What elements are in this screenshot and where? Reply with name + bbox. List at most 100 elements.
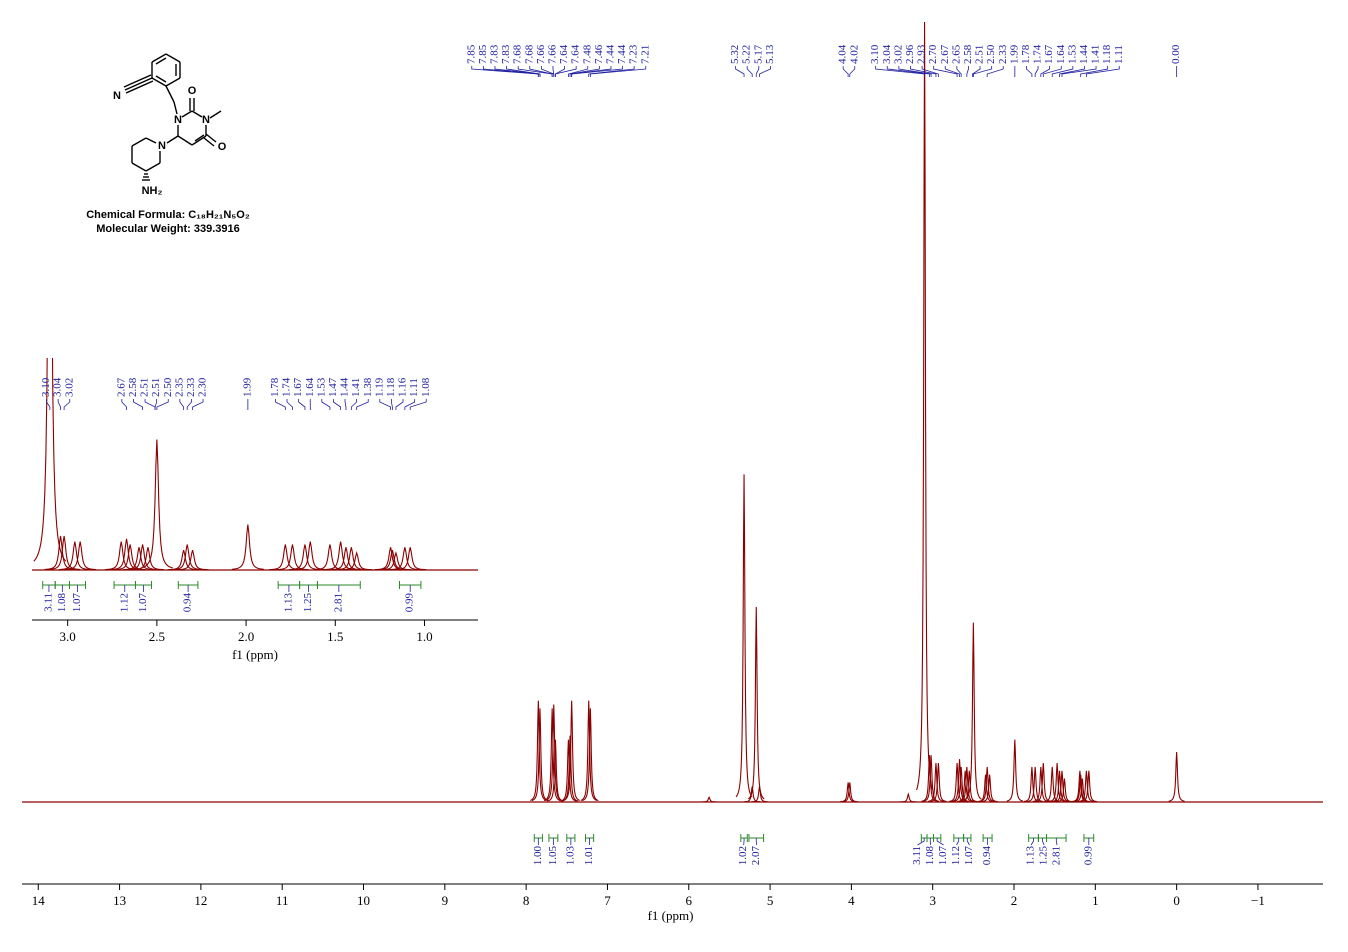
peak-leader — [1040, 66, 1051, 77]
peak-leader — [506, 66, 541, 77]
peak-label: 1.18 — [385, 377, 397, 397]
peak-label: 1.18 — [1101, 44, 1113, 64]
peak-leader — [154, 399, 158, 410]
integral-leader — [917, 838, 925, 846]
peak-leader — [842, 66, 849, 77]
signal-peak — [979, 766, 996, 803]
peak-leader — [552, 66, 555, 77]
atom-label: N — [113, 90, 121, 102]
peak-label: 1.99 — [241, 377, 253, 397]
x-tick-label: 1 — [1092, 893, 1099, 908]
signal-peak — [340, 551, 373, 571]
peak-label: 1.16 — [397, 377, 409, 397]
integral-label: 0.94 — [981, 846, 993, 866]
peak-label: 7.44 — [604, 44, 616, 64]
signals — [33, 358, 427, 571]
inset-spectrum: 3.0 2.5 2.0 1.5 1.0f1 (ppm)3.10 3.04 3.02 2.67 2… — [32, 358, 478, 662]
peak-leader — [746, 66, 753, 77]
peak-leader — [759, 66, 771, 77]
atom-label: N — [202, 114, 210, 126]
peak-leader — [121, 399, 127, 410]
molecule-structure — [123, 53, 222, 181]
x-tick-label: 13 — [113, 893, 126, 908]
signal-peak — [48, 535, 81, 571]
signal-peak — [531, 708, 549, 802]
signal-peak — [1053, 770, 1071, 803]
signal-peak — [1035, 762, 1052, 802]
integral-label: 1.25 — [1038, 846, 1050, 866]
peak-leader — [569, 66, 600, 77]
peak-label: 3.02 — [892, 45, 904, 64]
signal-peak — [64, 541, 97, 571]
peak-label: 2.65 — [950, 44, 962, 64]
peak-leader — [350, 399, 358, 410]
integral-label: 1.12 — [118, 593, 130, 612]
peak-label: 3.10 — [869, 44, 881, 64]
peak-label: 1.53 — [315, 377, 327, 397]
peak-label: 1.67 — [1043, 44, 1055, 64]
peak-leader — [409, 399, 427, 410]
peak-leader — [1051, 66, 1074, 77]
integral-label: 1.07 — [937, 846, 949, 866]
peak-leader — [886, 66, 930, 77]
signal-peak — [140, 439, 174, 569]
signal-peak — [751, 786, 768, 803]
peak-leader — [404, 399, 416, 410]
peak-label: 5.32 — [729, 45, 741, 64]
peak-label: 7.66 — [535, 44, 547, 64]
peak-leader — [1034, 66, 1039, 77]
peak-leader — [933, 66, 958, 77]
signal-peak — [1049, 762, 1066, 802]
signal-peak — [735, 474, 753, 798]
peak-leader — [186, 399, 192, 410]
peak-label: 7.85 — [465, 44, 477, 64]
integral-label: 1.05 — [547, 846, 559, 866]
peak-label: 5.17 — [752, 44, 764, 64]
peak-label: 7.64 — [558, 44, 570, 64]
peak-leader — [395, 399, 404, 410]
peak-label: 0.00 — [1170, 44, 1182, 64]
peak-label: 1.11 — [408, 378, 420, 397]
signal-peak — [958, 766, 975, 803]
peak-leader — [471, 66, 539, 77]
signal-peak — [1056, 778, 1073, 803]
peak-label: 1.67 — [292, 377, 304, 397]
x-tick-label: 1.0 — [416, 629, 432, 644]
signal-peak — [324, 541, 357, 571]
integral-label: 2.81 — [1051, 846, 1063, 865]
signal-peak — [294, 541, 327, 571]
peak-leader — [1085, 66, 1120, 77]
peak-label: 2.51 — [139, 378, 151, 397]
signal-peak — [900, 792, 917, 803]
peak-leader — [944, 66, 960, 77]
x-tick-label: 10 — [357, 893, 370, 908]
peak-leader — [972, 66, 981, 77]
peak-label: 1.53 — [1066, 44, 1078, 64]
signal-peak — [840, 782, 857, 803]
peak-label: 2.58 — [962, 44, 974, 64]
signal-peak — [1027, 766, 1044, 803]
integral-label: 2.81 — [332, 593, 344, 612]
peak-leader — [333, 399, 342, 410]
x-tick-label: 7 — [604, 893, 611, 908]
integral-leader — [1030, 838, 1034, 846]
peak-label: 2.50 — [985, 44, 997, 64]
peak-leader — [1080, 66, 1109, 77]
peak-leader — [321, 399, 331, 410]
peak-label: 2.30 — [197, 377, 209, 397]
atom-label: NH₂ — [142, 185, 163, 197]
integral-label: 1.03 — [564, 846, 576, 866]
peak-label: 5.22 — [741, 45, 753, 64]
signal-peak — [744, 786, 761, 803]
integral-label: 0.99 — [404, 593, 416, 613]
peak-label: 5.13 — [764, 44, 776, 64]
x-tick-label: 2 — [1011, 893, 1018, 908]
peak-leader — [356, 399, 369, 410]
signals — [530, 21, 1185, 803]
signal-peak — [231, 524, 264, 570]
peak-label: 3.02 — [63, 378, 75, 397]
peak-label: 1.64 — [1055, 44, 1067, 64]
peak-label: 2.51 — [974, 45, 986, 64]
peak-label: 1.99 — [1008, 44, 1020, 64]
x-tick-label: 6 — [686, 893, 693, 908]
